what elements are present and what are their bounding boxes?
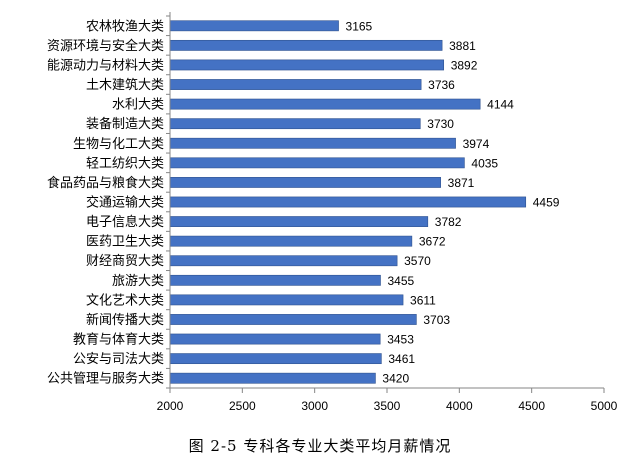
bar xyxy=(169,274,381,286)
value-label: 3461 xyxy=(388,352,415,366)
category-label: 土木建筑大类 xyxy=(86,77,164,93)
category-label: 财经商贸大类 xyxy=(86,254,164,269)
x-tick-label: 2500 xyxy=(229,399,256,413)
bar xyxy=(169,314,417,325)
value-label: 3570 xyxy=(404,254,431,268)
category-label: 文化艺术大类 xyxy=(86,293,164,308)
category-label: 公安与司法大类 xyxy=(73,352,164,367)
bar xyxy=(169,137,456,149)
bar xyxy=(169,157,465,169)
value-label: 3420 xyxy=(382,372,409,386)
x-tick-label: 2000 xyxy=(157,399,184,413)
bar xyxy=(169,39,443,51)
bar xyxy=(169,353,382,365)
value-label: 3165 xyxy=(346,19,373,33)
figure-caption: 图 2-5 专科各专业大类平均月薪情况 xyxy=(188,437,452,455)
value-label: 3453 xyxy=(387,333,414,347)
bar xyxy=(169,59,445,71)
bar xyxy=(169,255,398,267)
category-label: 食品药品与粮食大类 xyxy=(47,175,164,191)
x-tick-label: 4000 xyxy=(446,399,473,413)
bar xyxy=(169,372,376,384)
x-axis: 2000 2500 3000 3500 4000 4500 5000 xyxy=(157,12,618,413)
chart-canvas: 农林牧渔大类资源环境与安全大类能源动力与材料大类土木建筑大类水利大类装备制造大类… xyxy=(47,12,618,413)
x-tick-label: 4500 xyxy=(518,399,545,413)
bar xyxy=(169,98,481,110)
category-label: 农林牧渔大类 xyxy=(86,19,164,34)
bar xyxy=(169,196,527,208)
x-tick-label: 3500 xyxy=(374,399,401,413)
bars-group xyxy=(169,20,527,384)
category-label: 资源环境与安全大类 xyxy=(47,38,164,54)
value-label: 4035 xyxy=(471,156,498,170)
value-label: 4144 xyxy=(487,98,514,112)
category-label: 交通运输大类 xyxy=(86,195,164,211)
category-label: 水利大类 xyxy=(112,98,164,113)
value-label: 3730 xyxy=(427,117,454,131)
category-label: 公共管理与服务大类 xyxy=(47,371,164,387)
bar xyxy=(169,235,413,247)
value-label: 3703 xyxy=(423,313,450,327)
value-label: 3892 xyxy=(451,58,478,72)
value-label: 3871 xyxy=(448,176,475,190)
category-label: 电子信息大类 xyxy=(86,214,164,230)
bar xyxy=(169,333,381,345)
value-label: 3782 xyxy=(435,215,462,229)
bar xyxy=(169,118,421,130)
bar xyxy=(169,294,404,306)
category-label: 医药卫生大类 xyxy=(86,235,164,250)
category-label: 轻工纺织大类 xyxy=(86,156,164,171)
value-label: 3736 xyxy=(428,78,455,92)
category-label: 生物与化工大类 xyxy=(73,137,164,152)
value-label: 3881 xyxy=(449,39,476,53)
bar xyxy=(169,79,422,90)
value-label: 3672 xyxy=(419,235,446,249)
bar xyxy=(169,216,429,227)
category-label: 新闻传播大类 xyxy=(86,312,164,328)
category-label: 能源动力与材料大类 xyxy=(47,58,164,73)
value-label: 3611 xyxy=(410,293,436,307)
category-label: 教育与体育大类 xyxy=(73,332,164,348)
category-label: 装备制造大类 xyxy=(86,116,164,132)
x-tick-label: 3000 xyxy=(301,399,328,413)
value-labels-group: 3165 3881 3892 3736 4144 3730 3974 4035 3871 4459… xyxy=(346,19,560,385)
value-label: 3455 xyxy=(387,274,414,288)
x-tick-label: 5000 xyxy=(591,399,618,413)
category-labels-group: 农林牧渔大类资源环境与安全大类能源动力与材料大类土木建筑大类水利大类装备制造大类… xyxy=(47,19,164,386)
category-label: 旅游大类 xyxy=(112,274,164,289)
bar xyxy=(169,177,441,188)
value-label: 3974 xyxy=(463,137,490,151)
value-label: 4459 xyxy=(533,196,560,210)
bar xyxy=(169,20,339,32)
